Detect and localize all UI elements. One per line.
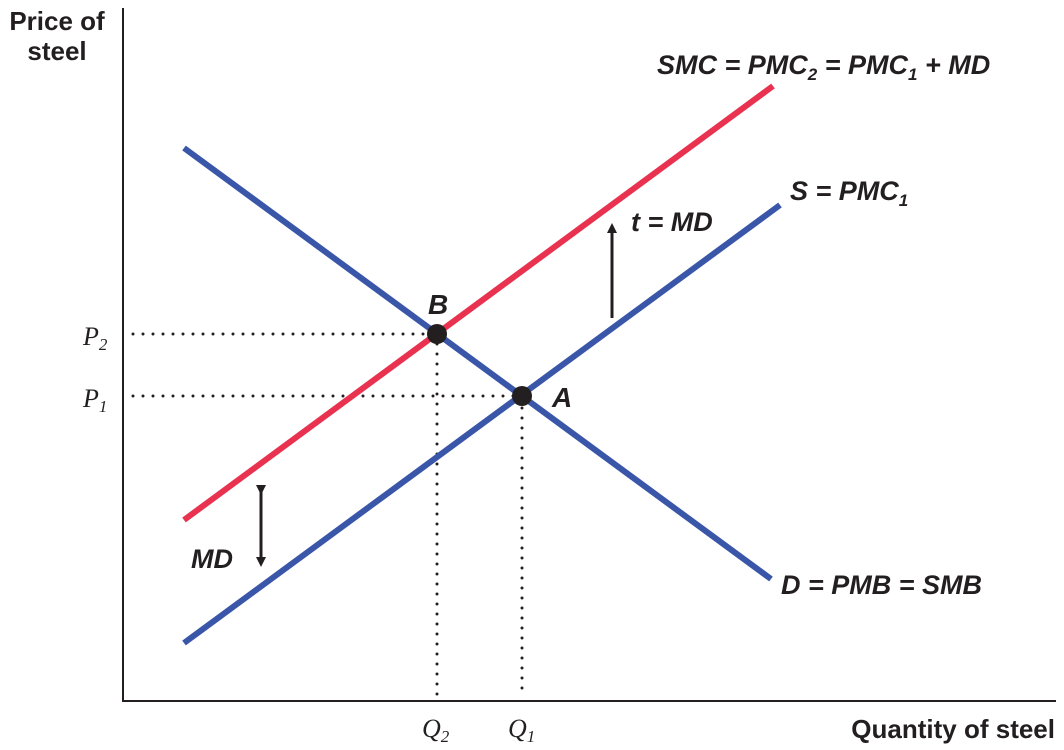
smc-label: SMC = PMC2 = PMC1 + MD: [657, 50, 990, 84]
guide-lines: [131, 332, 524, 699]
point-b: [427, 324, 447, 344]
point-a: [512, 386, 532, 406]
tick-p2: P2: [82, 322, 108, 354]
md-label: MD: [191, 544, 233, 574]
supply-label: S = PMC1: [790, 176, 908, 210]
tick-p1: P1: [82, 384, 107, 416]
y-axis-label-line2: steel: [27, 36, 86, 66]
x-axis-label: Quantity of steel: [851, 714, 1055, 744]
tick-q1: Q1: [508, 714, 535, 746]
point-b-label: B: [428, 289, 448, 320]
demand-curve: [182, 145, 773, 582]
supply-curve: [182, 202, 782, 646]
tax-label: t = MD: [631, 207, 713, 237]
demand-label: D = PMB = SMB: [781, 570, 982, 600]
tick-q2: Q2: [422, 714, 450, 746]
y-axis-label-line1: Price of: [9, 6, 105, 36]
smc-curve: [182, 83, 775, 523]
point-a-label: A: [551, 382, 572, 413]
